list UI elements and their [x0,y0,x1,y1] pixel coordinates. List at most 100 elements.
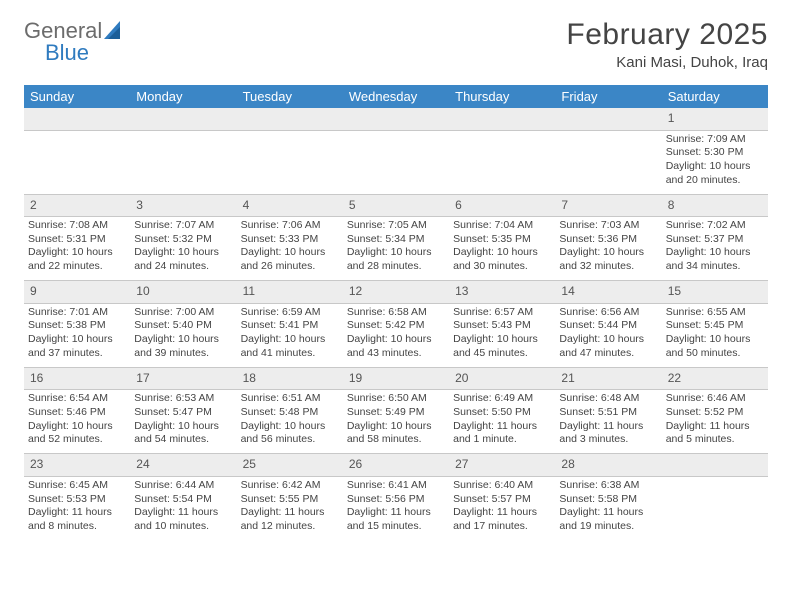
daylight-line: Daylight: 10 hours and 26 minutes. [241,246,339,273]
day-info-cell: Sunrise: 6:55 AMSunset: 5:45 PMDaylight:… [662,303,768,367]
sunset-line: Sunset: 5:33 PM [241,233,339,247]
day-info-cell: Sunrise: 6:38 AMSunset: 5:58 PMDaylight:… [555,476,661,540]
week-daynum-row: 2345678 [24,194,768,217]
day-number-cell: 3 [130,194,236,217]
daylight-line: Daylight: 10 hours and 24 minutes. [134,246,232,273]
day-number-cell [662,454,768,477]
sunset-line: Sunset: 5:42 PM [347,319,445,333]
day-info-cell: Sunrise: 7:05 AMSunset: 5:34 PMDaylight:… [343,217,449,281]
daylight-line: Daylight: 10 hours and 45 minutes. [453,333,551,360]
day-number-cell [237,108,343,130]
sunset-line: Sunset: 5:44 PM [559,319,657,333]
month-title: February 2025 [566,18,768,52]
sunrise-line: Sunrise: 7:01 AM [28,306,126,320]
day-info-cell: Sunrise: 6:40 AMSunset: 5:57 PMDaylight:… [449,476,555,540]
sunset-line: Sunset: 5:36 PM [559,233,657,247]
day-info-cell: Sunrise: 6:57 AMSunset: 5:43 PMDaylight:… [449,303,555,367]
sunset-line: Sunset: 5:40 PM [134,319,232,333]
day-number-cell: 27 [449,454,555,477]
sunset-line: Sunset: 5:45 PM [666,319,764,333]
daylight-line: Daylight: 10 hours and 43 minutes. [347,333,445,360]
daylight-line: Daylight: 10 hours and 47 minutes. [559,333,657,360]
title-block: February 2025 Kani Masi, Duhok, Iraq [566,18,768,71]
daylight-line: Daylight: 10 hours and 52 minutes. [28,420,126,447]
sunset-line: Sunset: 5:38 PM [28,319,126,333]
weekday-header: Saturday [662,85,768,108]
sunset-line: Sunset: 5:58 PM [559,493,657,507]
sunrise-line: Sunrise: 6:45 AM [28,479,126,493]
sunrise-line: Sunrise: 6:53 AM [134,392,232,406]
sunrise-line: Sunrise: 6:42 AM [241,479,339,493]
day-number-cell [24,108,130,130]
sunrise-line: Sunrise: 7:02 AM [666,219,764,233]
day-number-cell: 25 [237,454,343,477]
location-subtitle: Kani Masi, Duhok, Iraq [566,54,768,71]
daylight-line: Daylight: 10 hours and 28 minutes. [347,246,445,273]
sunset-line: Sunset: 5:54 PM [134,493,232,507]
weekday-header: Friday [555,85,661,108]
sunset-line: Sunset: 5:49 PM [347,406,445,420]
day-info-cell: Sunrise: 6:45 AMSunset: 5:53 PMDaylight:… [24,476,130,540]
day-number-cell: 12 [343,281,449,304]
calendar-body: 1Sunrise: 7:09 AMSunset: 5:30 PMDaylight… [24,108,768,540]
day-info-cell: Sunrise: 6:42 AMSunset: 5:55 PMDaylight:… [237,476,343,540]
sunrise-line: Sunrise: 6:46 AM [666,392,764,406]
daylight-line: Daylight: 10 hours and 20 minutes. [666,160,764,187]
day-number-cell [130,108,236,130]
sunset-line: Sunset: 5:55 PM [241,493,339,507]
day-number-cell: 22 [662,367,768,390]
daylight-line: Daylight: 11 hours and 3 minutes. [559,420,657,447]
week-daynum-row: 16171819202122 [24,367,768,390]
day-info-cell: Sunrise: 7:01 AMSunset: 5:38 PMDaylight:… [24,303,130,367]
week-info-row: Sunrise: 7:08 AMSunset: 5:31 PMDaylight:… [24,217,768,281]
day-info-cell: Sunrise: 6:46 AMSunset: 5:52 PMDaylight:… [662,390,768,454]
sunset-line: Sunset: 5:35 PM [453,233,551,247]
daylight-line: Daylight: 10 hours and 54 minutes. [134,420,232,447]
sail-icon [104,21,126,41]
sunset-line: Sunset: 5:50 PM [453,406,551,420]
daylight-line: Daylight: 10 hours and 22 minutes. [28,246,126,273]
sunrise-line: Sunrise: 7:06 AM [241,219,339,233]
day-info-cell [130,130,236,194]
day-number-cell: 13 [449,281,555,304]
day-number-cell: 6 [449,194,555,217]
day-number-cell: 26 [343,454,449,477]
day-info-cell: Sunrise: 7:07 AMSunset: 5:32 PMDaylight:… [130,217,236,281]
day-info-cell: Sunrise: 6:59 AMSunset: 5:41 PMDaylight:… [237,303,343,367]
day-number-cell: 7 [555,194,661,217]
weekday-header: Tuesday [237,85,343,108]
sunrise-line: Sunrise: 6:48 AM [559,392,657,406]
daylight-line: Daylight: 10 hours and 58 minutes. [347,420,445,447]
sunrise-line: Sunrise: 6:49 AM [453,392,551,406]
weekday-header: Thursday [449,85,555,108]
daylight-line: Daylight: 11 hours and 17 minutes. [453,506,551,533]
day-number-cell: 21 [555,367,661,390]
sunrise-line: Sunrise: 6:51 AM [241,392,339,406]
sunrise-line: Sunrise: 7:05 AM [347,219,445,233]
day-number-cell: 18 [237,367,343,390]
day-info-cell: Sunrise: 6:49 AMSunset: 5:50 PMDaylight:… [449,390,555,454]
page-header: General February 2025 Kani Masi, Duhok, … [24,18,768,71]
sunset-line: Sunset: 5:34 PM [347,233,445,247]
daylight-line: Daylight: 11 hours and 5 minutes. [666,420,764,447]
week-daynum-row: 232425262728 [24,454,768,477]
week-daynum-row: 1 [24,108,768,130]
sunrise-line: Sunrise: 6:59 AM [241,306,339,320]
daylight-line: Daylight: 10 hours and 39 minutes. [134,333,232,360]
daylight-line: Daylight: 10 hours and 32 minutes. [559,246,657,273]
sunset-line: Sunset: 5:57 PM [453,493,551,507]
daylight-line: Daylight: 10 hours and 41 minutes. [241,333,339,360]
day-info-cell [662,476,768,540]
week-info-row: Sunrise: 6:54 AMSunset: 5:46 PMDaylight:… [24,390,768,454]
sunrise-line: Sunrise: 7:03 AM [559,219,657,233]
day-info-cell: Sunrise: 6:56 AMSunset: 5:44 PMDaylight:… [555,303,661,367]
week-daynum-row: 9101112131415 [24,281,768,304]
sunrise-line: Sunrise: 6:44 AM [134,479,232,493]
sunrise-line: Sunrise: 7:07 AM [134,219,232,233]
day-info-cell: Sunrise: 6:51 AMSunset: 5:48 PMDaylight:… [237,390,343,454]
sunrise-line: Sunrise: 7:09 AM [666,133,764,147]
sunrise-line: Sunrise: 6:57 AM [453,306,551,320]
day-info-cell: Sunrise: 7:00 AMSunset: 5:40 PMDaylight:… [130,303,236,367]
day-number-cell [449,108,555,130]
day-info-cell [449,130,555,194]
